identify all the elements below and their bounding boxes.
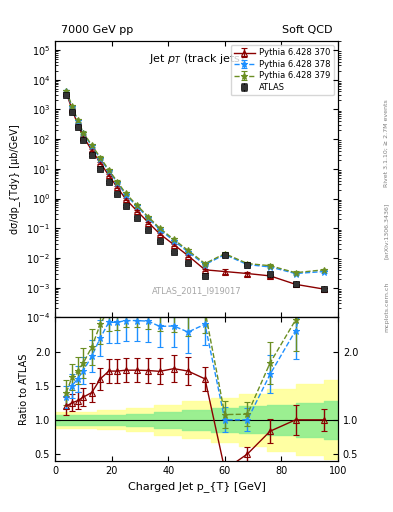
Y-axis label: Ratio to ATLAS: Ratio to ATLAS [19,353,29,425]
Text: 7000 GeV pp: 7000 GeV pp [61,26,133,35]
Y-axis label: dσ/dp_{Tdy} [μb/GeV]: dσ/dp_{Tdy} [μb/GeV] [9,124,20,234]
Text: Rivet 3.1.10; ≥ 2.7M events: Rivet 3.1.10; ≥ 2.7M events [384,99,389,187]
Text: Soft QCD: Soft QCD [282,26,332,35]
Legend: Pythia 6.428 370, Pythia 6.428 378, Pythia 6.428 379, ATLAS: Pythia 6.428 370, Pythia 6.428 378, Pyth… [231,45,334,95]
Text: Jet $p_T$ (track jets): Jet $p_T$ (track jets) [149,52,244,66]
X-axis label: Charged Jet p_{T} [GeV]: Charged Jet p_{T} [GeV] [128,481,265,492]
Text: mcplots.cern.ch: mcplots.cern.ch [384,282,389,332]
Text: ATLAS_2011_I919017: ATLAS_2011_I919017 [152,286,241,295]
Text: [arXiv:1306.3436]: [arXiv:1306.3436] [384,202,389,259]
